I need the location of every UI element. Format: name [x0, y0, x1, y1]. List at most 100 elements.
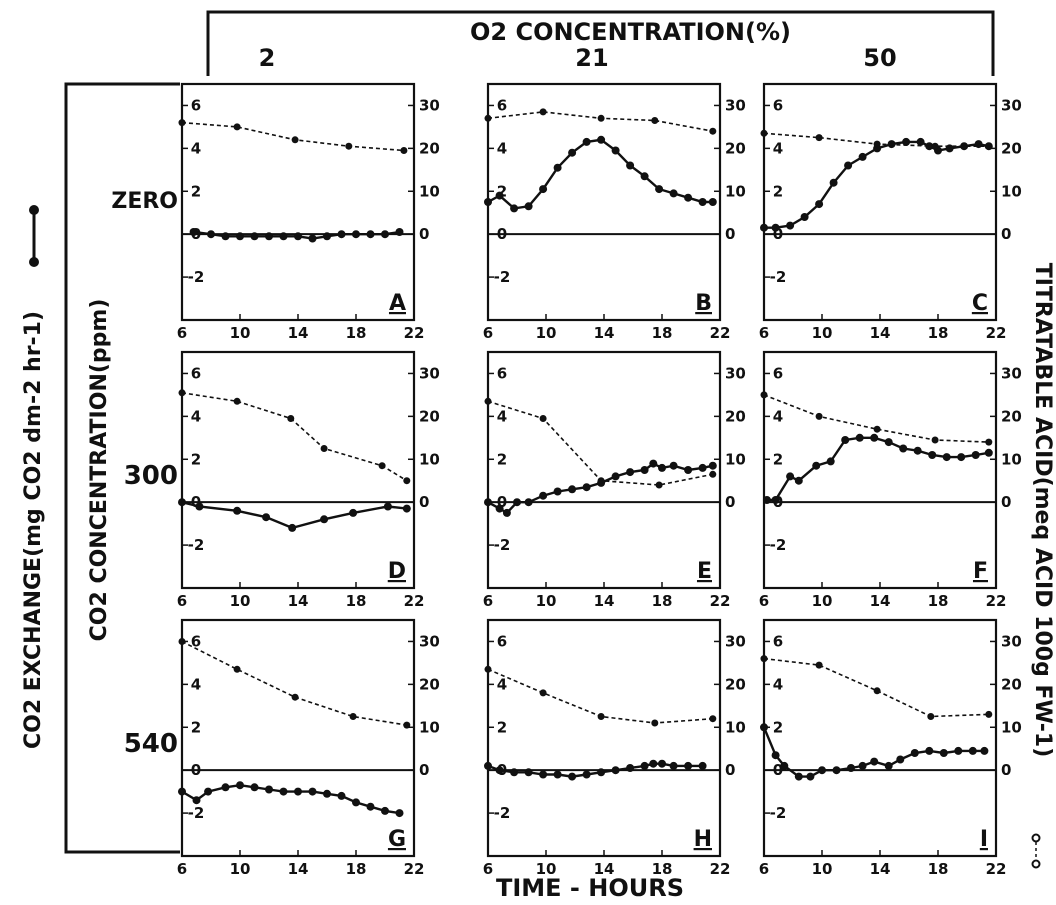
panel-g-acid-point — [403, 721, 411, 729]
panel-i-x-tick-label: 18 — [928, 860, 949, 878]
panel-b-x-tick-label: 10 — [536, 324, 557, 342]
panel-f-x-tick-label: 22 — [986, 592, 1007, 610]
o2-level-21: 21 — [575, 44, 608, 72]
panel-h-exchange-point — [495, 766, 504, 775]
panel-h-yl-tick-label: 4 — [497, 675, 507, 693]
panel-h-exchange-point — [669, 761, 678, 770]
panel-e-exchange-point — [684, 466, 693, 474]
panel-c-co2-exchange-line — [764, 140, 990, 229]
panel-g-acid-point — [233, 665, 241, 673]
panel-b-acid-point — [539, 108, 547, 116]
panel-a-acid-point — [400, 147, 408, 154]
panel-a-x-tick-label: 18 — [346, 324, 367, 342]
panel-h-acid-point — [539, 689, 547, 697]
panel-c-exchange-point — [925, 142, 934, 151]
panel-a-exchange-point — [207, 230, 215, 239]
panel-g-exchange-point — [204, 787, 213, 796]
panel-b-x-tick-label: 6 — [483, 324, 493, 342]
panel-i-acid-point — [985, 710, 993, 718]
panel-a-exchange-point — [366, 230, 375, 239]
panel-i-yr-tick-label: 20 — [1001, 675, 1022, 693]
panel-i-exchange-point — [896, 755, 905, 764]
panel-e-yl-tick-label: 0 — [497, 493, 507, 511]
panel-b-yl-tick-label: 6 — [497, 96, 507, 114]
panel-f-acid-point — [873, 425, 881, 433]
panel-e-yl-tick-label: 4 — [497, 407, 507, 425]
panel-b-exchange-point — [684, 193, 693, 202]
panel-h-exchange-point — [640, 761, 649, 770]
panel-f-acid-point — [931, 436, 939, 444]
panel-a-exchange-point — [337, 230, 346, 239]
panel-d-yl-tick-label: 2 — [191, 450, 201, 468]
panel-d-yr-tick-label: 20 — [419, 407, 440, 425]
panel-a-acid-point — [178, 119, 186, 127]
panel-f-x-tick-label: 10 — [812, 592, 833, 610]
panel-i-yr-tick-label: 10 — [1001, 718, 1022, 736]
panel-b-exchange-point — [626, 161, 635, 170]
panel-a-yr-tick-label: 30 — [419, 96, 440, 114]
panel-h-x-tick-label: 10 — [536, 860, 557, 878]
panel-g-acid-point — [349, 713, 357, 720]
panel-d-acid-point — [178, 389, 186, 397]
panel-h-yl-tick-label: 2 — [497, 718, 507, 736]
o2-title: O2 CONCENTRATION(%) — [470, 18, 791, 46]
panel-e-exchange-point — [669, 461, 678, 470]
panel-c-exchange-point — [800, 213, 809, 221]
panel-g-exchange-point — [395, 809, 404, 818]
panel-h-yr-tick-label: 0 — [725, 761, 735, 779]
panel-a-exchange-point — [189, 228, 198, 236]
panel-e-yr-tick-label: 10 — [725, 450, 746, 468]
panel-e-titratable-acid-line — [487, 400, 713, 486]
panel-b-exchange-point — [484, 198, 492, 206]
panel-e-yl-tick-label: 2 — [497, 450, 507, 468]
panel-h-acid-point — [709, 715, 717, 723]
panel-f-exchange-point — [957, 453, 966, 462]
panel-b-acid-point — [651, 117, 659, 124]
panel-g-exchange-point — [279, 787, 288, 796]
panel-h-exchange-point — [698, 761, 707, 770]
panel-d-exchange-point — [262, 513, 271, 522]
panel-d-titratable-acid-line — [181, 392, 408, 482]
panel-b-yl-tick-label: 4 — [497, 139, 507, 157]
panel-b-yl-tick-label: 2 — [497, 182, 507, 200]
panel-f-co2-exchange-line — [766, 436, 989, 502]
co2-level-540: 540 — [124, 729, 178, 759]
panel-g-exchange-point — [250, 783, 259, 792]
panel-g-co2-exchange-line — [181, 783, 400, 815]
panel-a-x-tick-label: 22 — [404, 324, 425, 342]
co2-level-300: 300 — [124, 461, 178, 491]
legend-dashed-glyph — [1031, 833, 1041, 869]
panel-f-exchange-point — [984, 448, 993, 457]
panel-c-yl-tick-label: -2 — [770, 268, 787, 286]
panel-h-exchange-point — [626, 764, 635, 772]
panel-b-exchange-point — [539, 185, 548, 194]
panel-g-yl-tick-label: -2 — [188, 804, 205, 822]
panel-d-yl-tick-label: 6 — [191, 364, 201, 382]
panel-d-exchange-point — [178, 498, 186, 507]
panel-f-x-tick-label: 6 — [759, 592, 769, 610]
panel-e-exchange-point — [611, 472, 620, 481]
panel-a-exchange-point — [279, 232, 288, 241]
panel-f-exchange-point — [971, 451, 980, 459]
panel-e-x-tick-label: 14 — [594, 592, 615, 610]
panel-b-exchange-point — [669, 189, 678, 198]
panel-g-yl-tick-label: 2 — [191, 718, 201, 736]
panel-g-exchange-point — [366, 802, 375, 811]
panel-g-yl-tick-label: 4 — [191, 675, 201, 693]
panel-g-exchange-point — [308, 787, 317, 796]
panel-g-exchange-point — [381, 806, 389, 815]
panel-a-exchange-point — [265, 232, 273, 241]
panel-h-exchange-point — [684, 761, 693, 770]
panel-c-exchange-point — [829, 178, 838, 187]
panel-a-x-tick-label: 10 — [230, 324, 251, 342]
panel-e-exchange-point — [502, 508, 511, 517]
panel-g-exchange-point — [192, 796, 201, 805]
panel-g-acid-point — [291, 693, 299, 701]
panel-i-yl-tick-label: -2 — [770, 804, 787, 822]
panel-g-yl-tick-label: 0 — [191, 761, 201, 779]
panel-h-x-tick-label: 6 — [483, 860, 493, 878]
panel-f-yl-tick-label: -2 — [770, 536, 787, 554]
panel-b-x-tick-label: 14 — [594, 324, 615, 342]
